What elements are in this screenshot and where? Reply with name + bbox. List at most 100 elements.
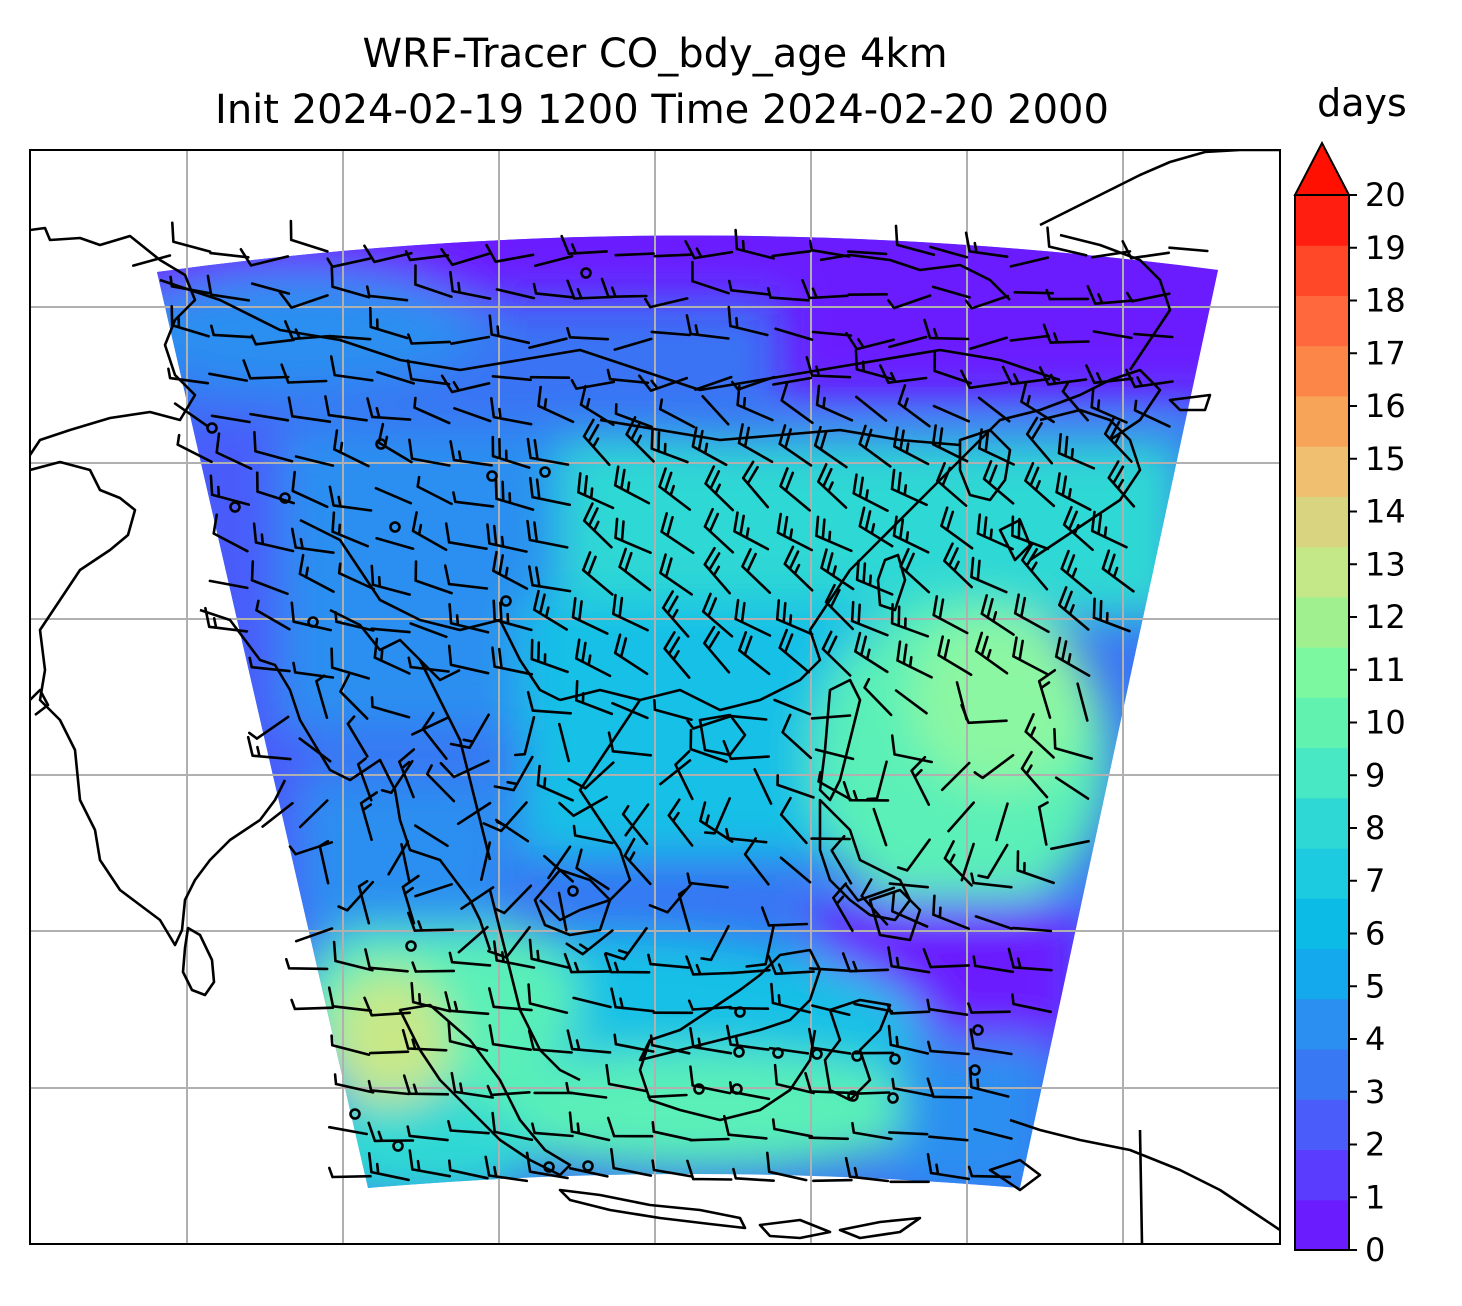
- wind-barb: [209, 251, 250, 259]
- wind-barb: [176, 433, 213, 464]
- wind-barb: [407, 333, 451, 345]
- wind-barb: [854, 631, 889, 674]
- wind-barb: [667, 798, 694, 847]
- wind-barb: [210, 414, 251, 424]
- wind-barb: [398, 748, 416, 799]
- wind-barb: [367, 1079, 411, 1096]
- wind-barb: [774, 327, 814, 341]
- wind-barb: [773, 1063, 815, 1095]
- map-frame: [29, 149, 1281, 1245]
- wind-barb: [570, 379, 616, 390]
- wind-barb: [703, 625, 731, 674]
- wind-barb: [324, 395, 368, 422]
- wind-barb: [328, 1125, 368, 1136]
- wind-barb: [776, 774, 815, 799]
- colorbar-tick-label: 9: [1365, 756, 1385, 794]
- colorbar-tick-label: 12: [1365, 598, 1406, 636]
- wind-barb: [547, 845, 572, 880]
- colorbar-segment: [1295, 647, 1349, 698]
- wind-barb: [280, 363, 328, 384]
- wind-barb: [689, 1137, 730, 1142]
- calm-wind-circle: [307, 616, 319, 628]
- colorbar-segment: [1295, 245, 1349, 296]
- wind-barb: [687, 999, 732, 1011]
- wind-barb: [612, 593, 649, 632]
- wind-barb: [480, 841, 492, 881]
- wind-barb: [457, 925, 489, 954]
- wind-barb: [581, 551, 614, 596]
- wind-barb: [409, 622, 448, 639]
- wind-barb: [1101, 549, 1135, 593]
- wind-barb: [558, 795, 608, 818]
- wind-barb: [1025, 416, 1054, 465]
- wind-barb: [890, 468, 928, 507]
- colorbar-segment: [1295, 1149, 1349, 1201]
- wind-barb: [689, 728, 728, 763]
- wind-barb: [887, 1024, 930, 1055]
- wind-barb: [970, 872, 1013, 889]
- wind-barb: [732, 1167, 775, 1182]
- wind-barb: [318, 839, 330, 885]
- wind-barb: [1060, 549, 1093, 595]
- wind-barb: [173, 402, 208, 427]
- wind-barb: [369, 306, 409, 340]
- colorbar-segment: [1295, 848, 1349, 899]
- wind-barb: [1092, 330, 1133, 340]
- wind-barb: [1107, 460, 1136, 508]
- wind-barb: [613, 465, 651, 505]
- wind-barb: [821, 630, 852, 677]
- wind-barb: [863, 677, 893, 717]
- wind-barb: [370, 627, 411, 634]
- wind-barb: [1038, 366, 1088, 386]
- wind-barb: [444, 522, 488, 550]
- wind-barb: [170, 305, 210, 338]
- calm-wind-circle: [567, 885, 579, 897]
- wind-barb: [650, 330, 691, 337]
- wind-barb: [359, 791, 378, 842]
- wind-barb: [779, 467, 811, 512]
- wind-barb: [623, 837, 652, 886]
- wind-barb: [613, 337, 653, 351]
- wind-barb: [557, 891, 568, 932]
- wind-barb: [932, 404, 971, 423]
- wind-barb: [937, 635, 973, 677]
- colorbar-label: days: [1317, 81, 1407, 125]
- wind-barb: [563, 952, 611, 974]
- wind-barb: [845, 331, 895, 351]
- calm-wind-circle: [969, 1064, 981, 1076]
- wind-barb: [212, 513, 249, 553]
- wind-barb: [899, 547, 931, 594]
- wind-barb: [1133, 399, 1171, 428]
- wind-barb: [249, 412, 290, 422]
- wind-barb: [766, 287, 810, 302]
- wind-barb: [1103, 415, 1133, 463]
- wind-barb: [401, 1028, 448, 1052]
- wind-barb: [568, 1111, 611, 1142]
- colorbar-tick-label: 19: [1365, 229, 1406, 267]
- wind-barb: [736, 384, 774, 422]
- colorbar-segment: [1295, 697, 1349, 749]
- colorbar-tick-label: 1: [1365, 1178, 1385, 1216]
- wind-barb: [346, 715, 369, 758]
- wind-barb: [1012, 636, 1049, 676]
- wind-barb: [964, 231, 1009, 258]
- wind-barb: [356, 757, 373, 802]
- wind-barb: [661, 590, 690, 638]
- wind-barb: [375, 537, 415, 550]
- wind-barb: [577, 472, 615, 510]
- wind-barb: [887, 946, 931, 974]
- wind-barb: [333, 1073, 375, 1094]
- calm-wind-circle: [734, 1006, 746, 1018]
- wind-barb: [674, 750, 694, 801]
- wind-barb: [448, 603, 490, 634]
- map-panel: [30, 150, 1280, 1244]
- wind-barb: [685, 955, 733, 976]
- wind-barb: [456, 801, 492, 826]
- wind-barb: [781, 713, 813, 760]
- colorbar-tick-label: 4: [1365, 1020, 1385, 1058]
- wind-barb: [1057, 433, 1096, 470]
- wind-barb: [614, 252, 655, 257]
- wind-barb: [931, 424, 969, 463]
- wind-barb: [1013, 593, 1050, 634]
